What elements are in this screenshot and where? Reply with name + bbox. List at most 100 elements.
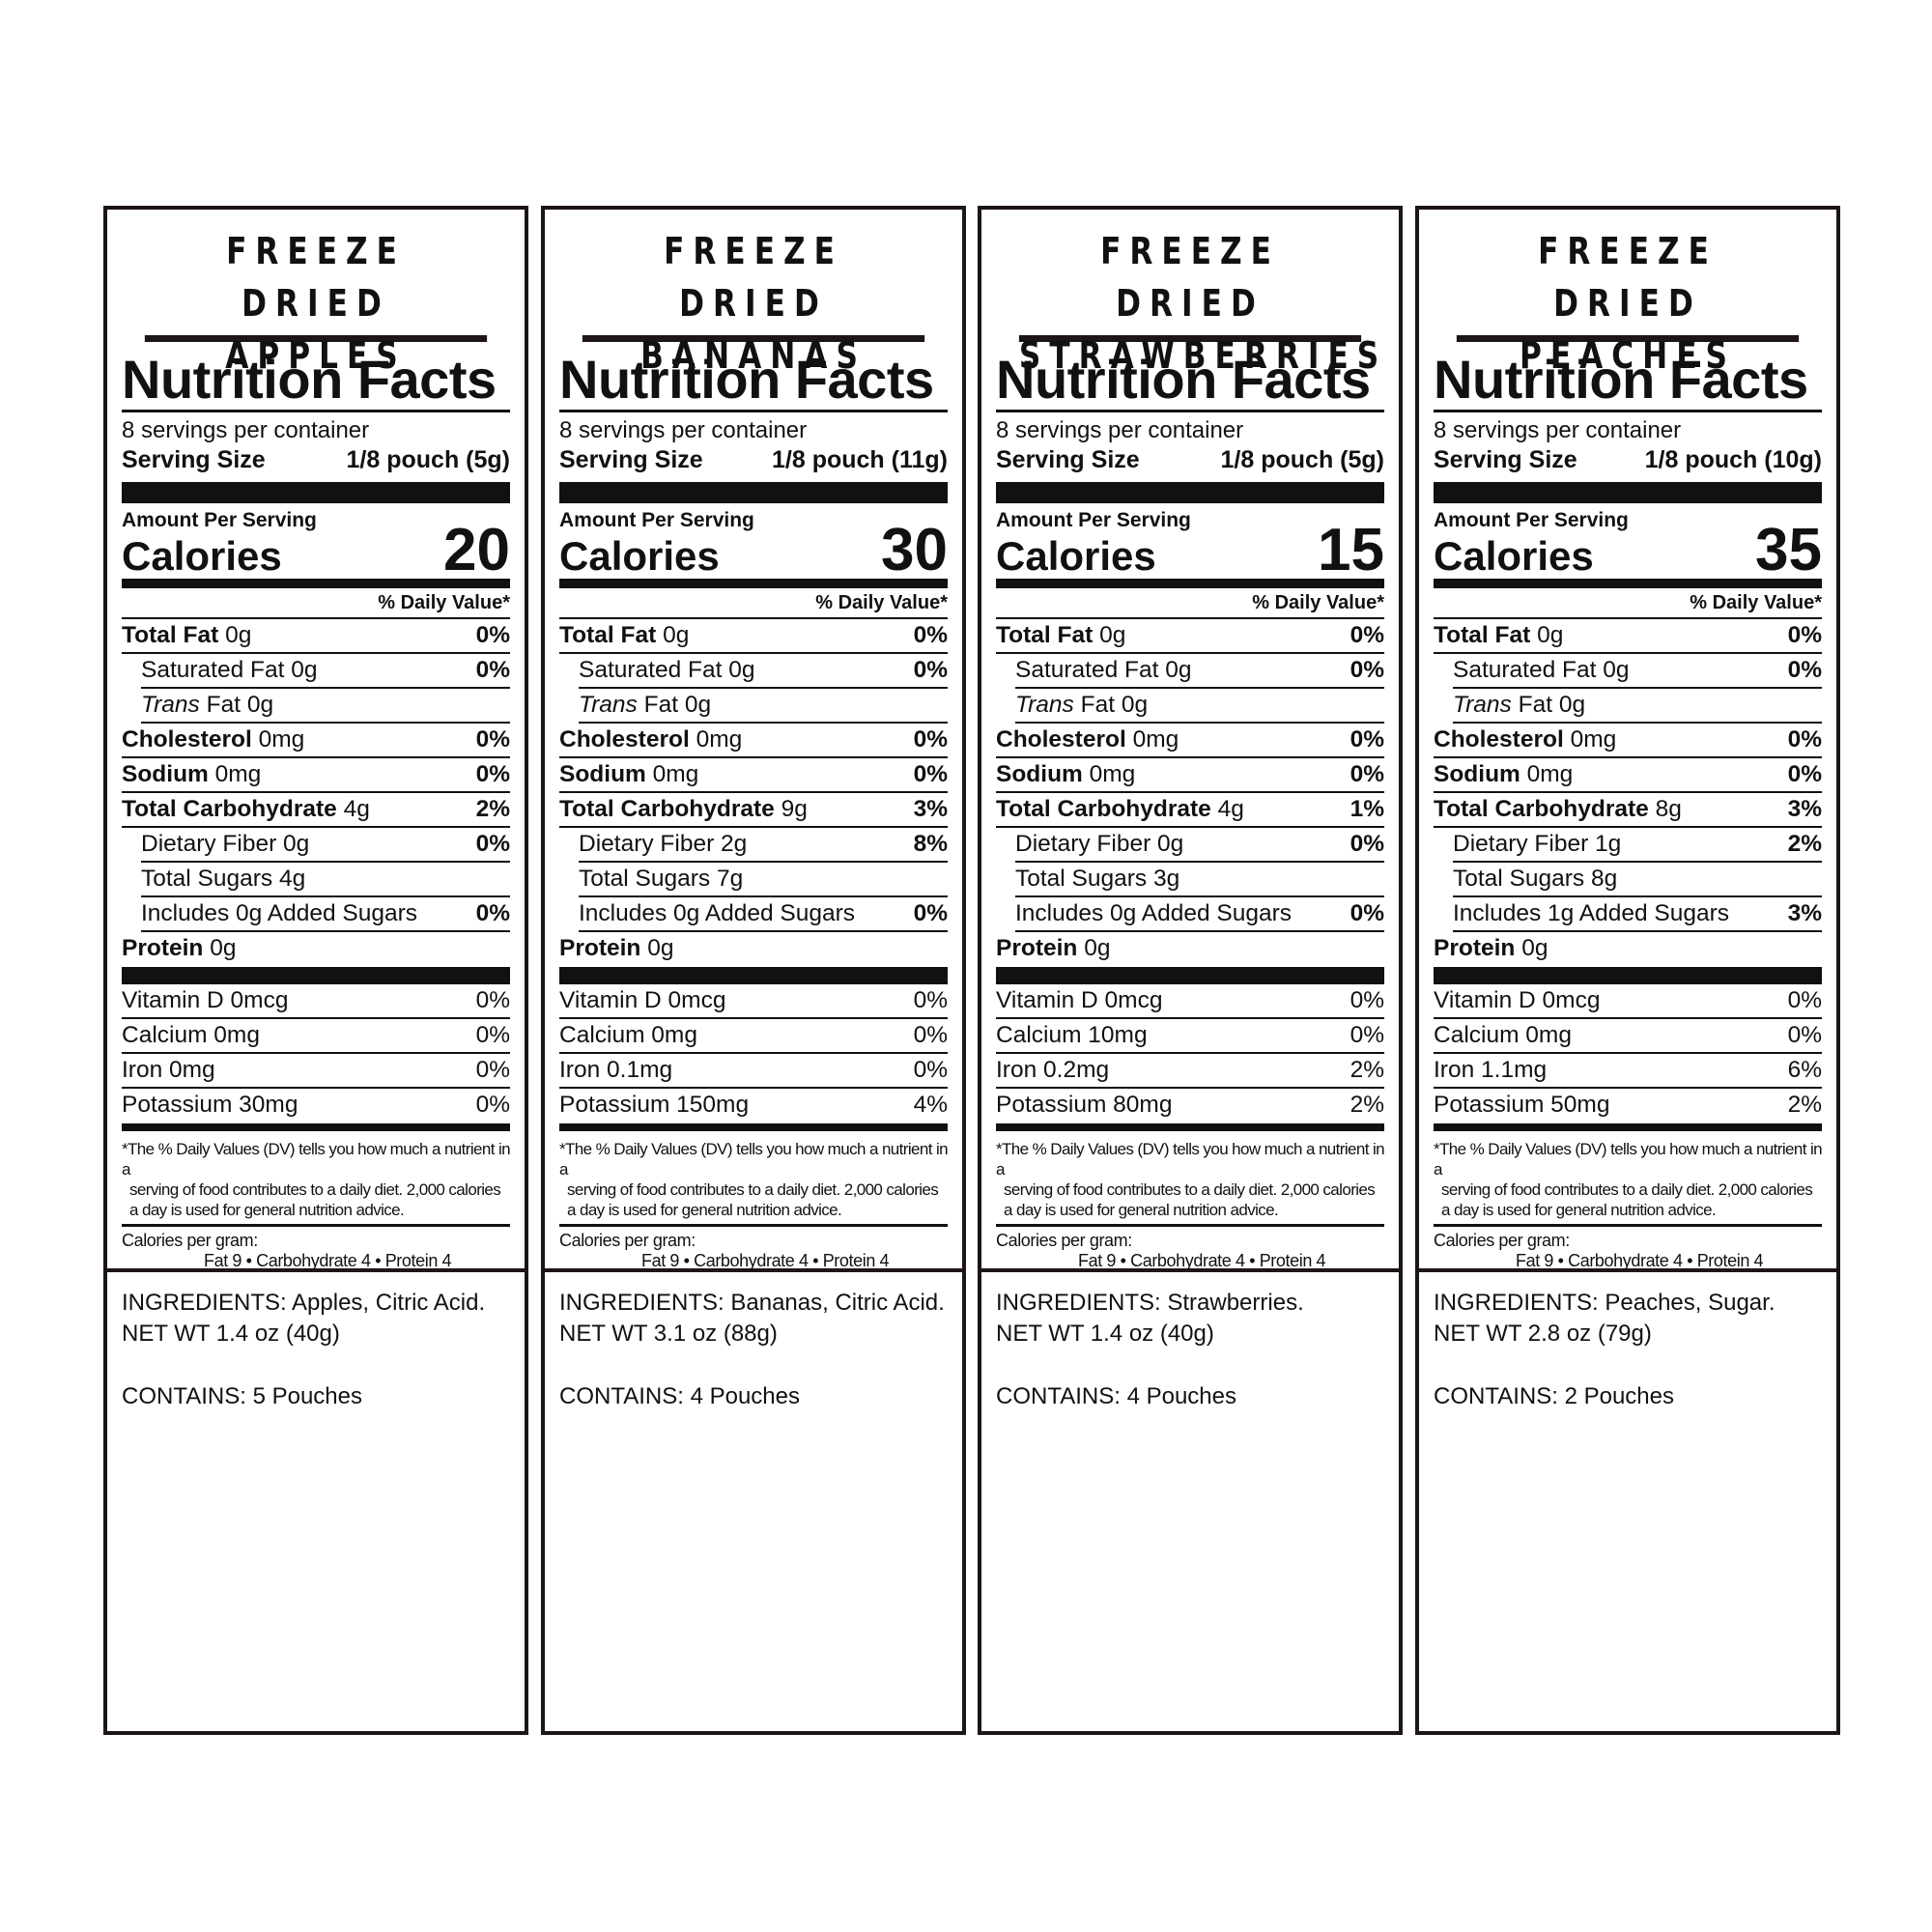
calories-per-gram-label: Calories per gram: bbox=[559, 1231, 696, 1250]
nutrient-label: Saturated Fat 0g bbox=[1453, 654, 1630, 687]
calories-value: 15 bbox=[1318, 517, 1384, 583]
nutrition-facts-heading: Nutrition Facts bbox=[122, 350, 510, 412]
vitamin-row: Iron 0.2mg 2% bbox=[996, 1054, 1384, 1089]
nutrient-italic: Trans bbox=[1015, 692, 1074, 718]
nutrient-row: Total Fat 0g 0% bbox=[996, 619, 1384, 654]
net-weight: NET WT 2.8 oz (79g) bbox=[1434, 1321, 1652, 1347]
divider-thick bbox=[559, 967, 948, 984]
product-name: BANANAS bbox=[640, 334, 867, 377]
amount-per-serving: Amount Per Serving bbox=[559, 509, 754, 531]
footnote: *The % Daily Values (DV) tells you how m… bbox=[122, 1131, 511, 1227]
footnote-line: serving of food contributes to a daily d… bbox=[567, 1180, 939, 1199]
nutrient-amount: 0mg bbox=[1563, 726, 1617, 753]
nutrient-name: Sodium bbox=[1434, 761, 1520, 787]
nutrient-amount: Includes 1g Added Sugars bbox=[1453, 900, 1730, 926]
vitamin-row: Iron 1.1mg 6% bbox=[1434, 1054, 1822, 1089]
calories-per-gram: Calories per gram: Fat 9 • Carbohydrate 4… bbox=[559, 1227, 948, 1271]
nutrient-row: Total Sugars 4g bbox=[141, 863, 510, 897]
vitamin-label: Calcium 10mg bbox=[996, 1022, 1148, 1048]
nutrient-amount: Saturated Fat 0g bbox=[1015, 657, 1192, 683]
nutrient-name: Total Fat bbox=[559, 622, 657, 648]
vitamin-daily-value: 0% bbox=[913, 1022, 948, 1048]
vitamin-label: Iron 1.1mg bbox=[1434, 1057, 1548, 1083]
nutrient-daily-value: 1% bbox=[1350, 796, 1384, 822]
serving-size: Serving Size 1/8 pouch (5g) bbox=[122, 445, 510, 474]
daily-value-header: % Daily Value* bbox=[559, 588, 948, 619]
nutrient-row: Dietary Fiber 0g 0% bbox=[1015, 828, 1384, 863]
nutrient-label: Total Sugars 3g bbox=[1015, 863, 1179, 895]
nutrient-label: Total Fat 0g bbox=[1434, 619, 1563, 652]
amount-per-serving: Amount Per Serving bbox=[1434, 509, 1629, 531]
serving-size-label: Serving Size bbox=[1434, 446, 1577, 473]
vitamin-row: Vitamin D 0mcg 0% bbox=[1434, 984, 1822, 1019]
nutrient-label: Cholesterol 0mg bbox=[996, 724, 1179, 756]
calories-per-gram-values: Fat 9 • Carbohydrate 4 • Protein 4 bbox=[1078, 1251, 1326, 1270]
nutrition-facts: Nutrition Facts 8 servings per container S… bbox=[107, 342, 525, 1272]
nutrient-name: Cholesterol bbox=[559, 726, 690, 753]
nutrient-name: Protein bbox=[122, 935, 204, 961]
nutrient-label: Total Fat 0g bbox=[559, 619, 689, 652]
nutrient-amount: 9g bbox=[774, 796, 808, 822]
contains-line: CONTAINS: 4 Pouches bbox=[996, 1381, 1384, 1412]
nutrient-label: Cholesterol 0mg bbox=[122, 724, 304, 756]
nutrient-amount: 8g bbox=[1648, 796, 1682, 822]
nutrient-row: Sodium 0mg 0% bbox=[996, 758, 1384, 793]
product-panel-strawberries: FREEZE DRIED STRAWBERRIES Nutrition Facts 8… bbox=[978, 206, 1403, 1735]
nutrient-row: Includes 0g Added Sugars 0% bbox=[141, 897, 510, 932]
serving-size: Serving Size 1/8 pouch (10g) bbox=[1434, 445, 1822, 474]
ingredients-section: INGREDIENTS: Apples, Citric Acid. NET WT … bbox=[107, 1272, 525, 1428]
nutrient-name: Total Fat bbox=[122, 622, 219, 648]
nutrient-amount: 0mg bbox=[1082, 761, 1136, 787]
daily-value-header: % Daily Value* bbox=[1434, 588, 1822, 619]
nutrient-amount: 0g bbox=[1515, 935, 1548, 961]
ingredients-section: INGREDIENTS: Bananas, Citric Acid. NET WT… bbox=[545, 1272, 962, 1428]
product-title: FREEZE DRIED APPLES bbox=[144, 210, 488, 377]
vitamin-label: Vitamin D 0mcg bbox=[1434, 987, 1601, 1013]
nutrient-daily-value: 8% bbox=[913, 831, 948, 857]
nutrient-amount: 0g bbox=[1530, 622, 1564, 648]
vitamin-label: Iron 0.2mg bbox=[996, 1057, 1110, 1083]
calories-per-gram-values: Fat 9 • Carbohydrate 4 • Protein 4 bbox=[641, 1251, 890, 1270]
spacer bbox=[1434, 1350, 1822, 1381]
nutrient-row: Dietary Fiber 0g 0% bbox=[141, 828, 510, 863]
nutrient-row: Cholesterol 0mg 0% bbox=[559, 724, 948, 758]
nutrient-daily-value: 0% bbox=[913, 726, 948, 753]
footnote-line: serving of food contributes to a daily d… bbox=[129, 1180, 501, 1199]
nutrient-amount: Fat 0g bbox=[199, 692, 274, 718]
vitamin-label: Calcium 0mg bbox=[1434, 1022, 1572, 1048]
nutrient-daily-value: 3% bbox=[1787, 796, 1822, 822]
vitamin-daily-value: 0% bbox=[475, 987, 510, 1013]
nutrient-daily-value: 0% bbox=[475, 831, 510, 857]
footnote-line: a day is used for general nutrition advi… bbox=[567, 1201, 842, 1219]
vitamin-label: Vitamin D 0mcg bbox=[122, 987, 289, 1013]
vitamin-label: Potassium 30mg bbox=[122, 1092, 298, 1118]
nutrient-amount: Total Sugars 3g bbox=[1015, 866, 1180, 892]
ingredients-section: INGREDIENTS: Peaches, Sugar. NET WT 2.8 o… bbox=[1419, 1272, 1836, 1428]
nutrient-label: Includes 1g Added Sugars bbox=[1453, 897, 1729, 930]
ingredients-value: Bananas, Citric Acid. bbox=[730, 1290, 945, 1316]
nutrient-name: Cholesterol bbox=[996, 726, 1126, 753]
nutrient-label: Total Sugars 4g bbox=[141, 863, 305, 895]
nutrient-label: Total Carbohydrate 4g bbox=[996, 793, 1244, 826]
nutrient-row: Protein 0g bbox=[1434, 932, 1822, 967]
spacer bbox=[559, 1350, 948, 1381]
calories-label: Calories bbox=[1434, 533, 1594, 579]
nutrient-daily-value: 0% bbox=[1787, 726, 1822, 753]
nutrient-row: Total Carbohydrate 4g 2% bbox=[122, 793, 510, 828]
nutrient-amount: Fat 0g bbox=[637, 692, 712, 718]
footnote-line: a day is used for general nutrition advi… bbox=[1004, 1201, 1279, 1219]
nutrient-amount: 0g bbox=[656, 622, 690, 648]
nutrient-label: Includes 0g Added Sugars bbox=[141, 897, 417, 930]
vitamin-row: Calcium 0mg 0% bbox=[122, 1019, 510, 1054]
nutrient-amount: 0g bbox=[203, 935, 237, 961]
calories-row: Calories 20 bbox=[122, 521, 510, 588]
contains-line: CONTAINS: 5 Pouches bbox=[122, 1381, 510, 1412]
calories-value: 20 bbox=[443, 517, 510, 583]
nutrient-name: Sodium bbox=[559, 761, 646, 787]
nutrient-row: Total Carbohydrate 9g 3% bbox=[559, 793, 948, 828]
nutrient-amount: Total Sugars 8g bbox=[1453, 866, 1618, 892]
nutrient-row: Saturated Fat 0g 0% bbox=[1015, 654, 1384, 689]
calories-per-gram: Calories per gram: Fat 9 • Carbohydrate 4… bbox=[996, 1227, 1384, 1271]
nutrient-label: Protein 0g bbox=[122, 932, 236, 967]
title-prefix: FREEZE DRIED bbox=[1538, 230, 1718, 325]
